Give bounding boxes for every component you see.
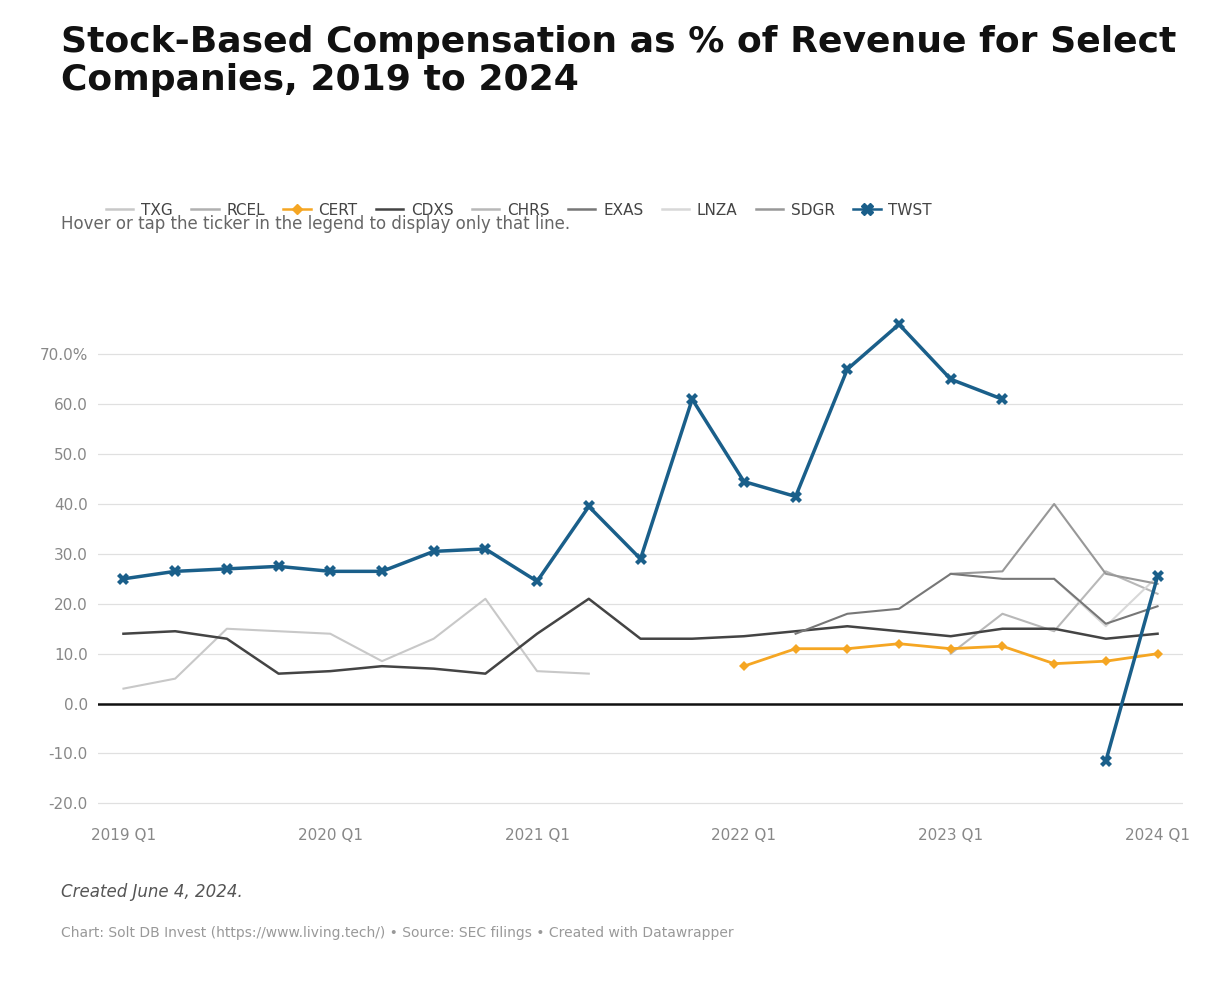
Legend: TXG, RCEL, CERT, CDXS, CHRS, EXAS, LNZA, SDGR, TWST: TXG, RCEL, CERT, CDXS, CHRS, EXAS, LNZA,… — [100, 197, 938, 224]
Text: Created June 4, 2024.: Created June 4, 2024. — [61, 883, 243, 901]
Text: Stock-Based Compensation as % of Revenue for Select
Companies, 2019 to 2024: Stock-Based Compensation as % of Revenue… — [61, 25, 1176, 97]
Text: Chart: Solt DB Invest (https://www.living.tech/) • Source: SEC filings • Created: Chart: Solt DB Invest (https://www.livin… — [61, 926, 733, 940]
Text: Hover or tap the ticker in the legend to display only that line.: Hover or tap the ticker in the legend to… — [61, 215, 570, 233]
